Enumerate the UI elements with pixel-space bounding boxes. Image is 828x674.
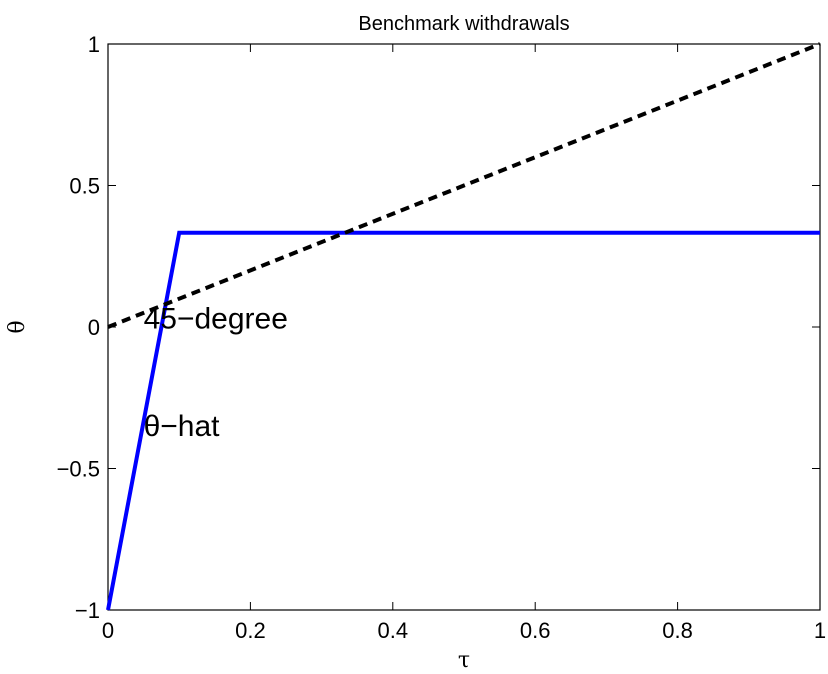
- y-tick-label: 0: [88, 315, 100, 340]
- series-line-theta-hat: [106, 230, 820, 611]
- annotation-label: 45−degree: [144, 303, 288, 336]
- plot-area: 0 0.2 0.4 0.6 0.8 1 −1 −0.5 0 0.5 1 45−degree θ−hat: [57, 32, 827, 643]
- x-tick-label: 0.2: [235, 618, 266, 643]
- x-tick-label: 0.8: [662, 618, 693, 643]
- x-tick-label: 0: [102, 618, 114, 643]
- y-tick-label: −0.5: [57, 457, 100, 482]
- x-tick-label: 0.4: [378, 618, 409, 643]
- y-tick-label: 0.5: [69, 174, 100, 199]
- y-tick-label: 1: [88, 32, 100, 57]
- y-tick-label: −1: [75, 598, 100, 623]
- x-tick-label: 0.6: [520, 618, 551, 643]
- x-axis-label: τ: [458, 648, 470, 673]
- x-tick-label: 1: [814, 618, 826, 643]
- series-line-forty-five: [107, 42, 821, 329]
- chart-title: Benchmark withdrawals: [358, 13, 569, 35]
- y-axis-label: θ: [5, 320, 30, 333]
- annotation-label: θ−hat: [144, 410, 221, 443]
